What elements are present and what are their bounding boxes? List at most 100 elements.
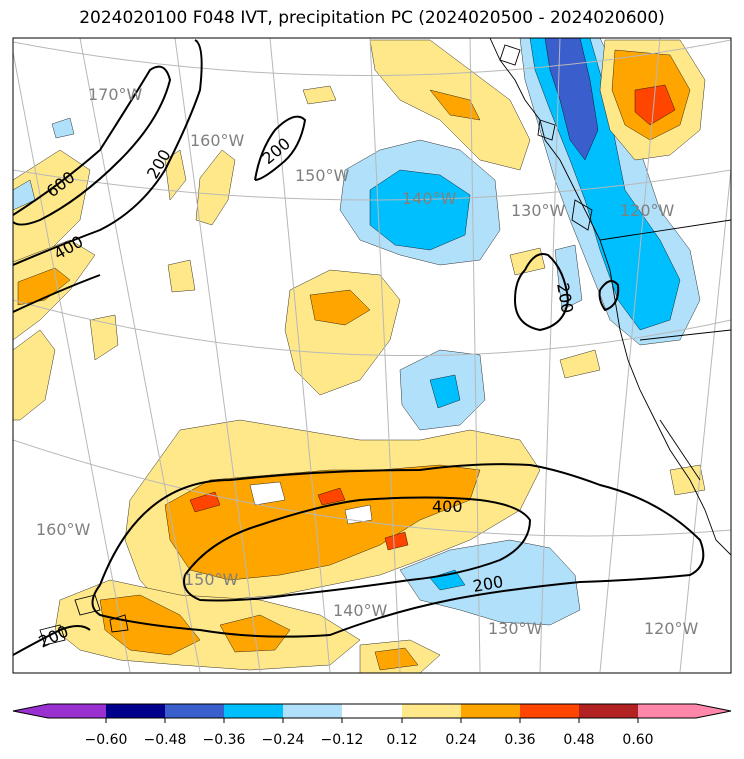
precip-negative-region <box>51 117 75 139</box>
coastline <box>39 38 731 646</box>
precip-positive-region <box>317 487 346 506</box>
contour-label: 400 <box>432 497 463 516</box>
parallel-line <box>13 299 731 357</box>
colorbar-extend-high <box>696 704 731 718</box>
meridian-line <box>13 51 131 673</box>
meridian-line <box>539 38 561 673</box>
ivt-contour-400-south <box>183 496 532 602</box>
island-path <box>74 594 101 616</box>
lon-label-160w-upper: 160°W <box>190 131 245 150</box>
parallel-line <box>13 439 731 537</box>
precip-positive-region <box>429 89 481 121</box>
lon-label-150w-upper: 150°W <box>295 166 350 185</box>
colorbar-tick-label: −0.24 <box>262 732 305 748</box>
island-path <box>571 199 593 231</box>
ivt-contour-200-coast <box>513 253 570 332</box>
colorbar-tick-label: −0.36 <box>203 732 246 748</box>
ivt-contour-coast-loop <box>598 280 620 312</box>
lon-label-150w-lower: 150°W <box>184 570 239 589</box>
colorbar-tick-label: 0.60 <box>622 732 653 748</box>
precip-negative-region <box>429 569 466 591</box>
colorbar-segment <box>638 704 696 718</box>
colorbar-tick-label: −0.60 <box>85 732 128 748</box>
precip-positive-region <box>89 314 119 361</box>
colorbar-segment <box>48 704 106 718</box>
precip-positive-region <box>384 531 409 551</box>
colorbar-segment <box>461 704 520 718</box>
precip-positive-region <box>164 149 187 201</box>
colorbar-extend-low <box>13 704 48 718</box>
colorbar-segment <box>283 704 342 718</box>
graticule <box>13 38 731 673</box>
precip-positive-region <box>669 464 706 496</box>
border-path <box>599 219 731 241</box>
precip-positive-region <box>559 349 601 379</box>
lon-label-170w-upper: 170°W <box>88 85 143 104</box>
island-path <box>39 624 66 646</box>
precip-fill-layer <box>13 38 706 673</box>
island-path <box>499 44 521 66</box>
precip-negative-region <box>249 481 286 506</box>
precip-negative-region <box>429 374 461 409</box>
island-path <box>109 614 129 633</box>
precip-negative-region <box>554 244 583 311</box>
ivt-contour-200-topleft <box>254 115 307 181</box>
precip-positive-region <box>302 85 337 105</box>
island-path <box>537 119 556 141</box>
map-title: 2024020100 F048 IVT, precipitation PC (2… <box>79 8 665 28</box>
colorbar: −0.60 −0.48 −0.36 −0.24 −0.12 0.12 0.24 … <box>12 703 732 748</box>
precip-negative-region <box>399 539 581 626</box>
colorbar-segment <box>520 704 579 718</box>
colorbar-segment <box>224 704 283 718</box>
colorbar-ticks <box>105 718 639 723</box>
meridian-line <box>79 38 201 673</box>
precip-positive-region <box>634 84 676 126</box>
ivt-contour-400 <box>13 39 203 266</box>
precip-positive-region <box>189 491 221 513</box>
meridian-line <box>679 163 731 673</box>
precip-positive-region <box>13 329 56 421</box>
precip-positive-region <box>13 149 91 263</box>
colorbar-tick-label: 0.12 <box>386 732 417 748</box>
precip-positive-region <box>374 647 419 671</box>
precip-positive-region <box>167 259 196 293</box>
border-path <box>639 329 731 341</box>
ivt-contour-400-inner <box>13 274 101 313</box>
colorbar-outline <box>12 703 732 719</box>
ivt-contours <box>13 39 705 656</box>
colorbar-segment <box>106 704 165 718</box>
coastline-path <box>489 38 731 556</box>
parallel-line <box>13 169 731 201</box>
lon-label-140w-upper: 140°W <box>402 189 457 208</box>
precip-negative-region <box>544 38 599 161</box>
colorbar-tick-label: −0.48 <box>144 732 187 748</box>
colorbar-segment <box>342 704 402 718</box>
precip-positive-region <box>509 247 546 276</box>
colorbar-segment <box>165 704 224 718</box>
meridian-line <box>599 38 661 673</box>
map-frame <box>12 37 732 674</box>
lon-label-120w-lower: 120°W <box>644 619 699 638</box>
ivt-contour-200-bottomleft <box>13 625 91 656</box>
precip-negative-region <box>369 169 471 251</box>
longitude-labels: 170°W 160°W 150°W 140°W 130°W 120°W 160°… <box>36 85 699 638</box>
border-path <box>659 419 701 481</box>
colorbar-segment <box>579 704 638 718</box>
lon-label-120w-upper: 120°W <box>620 201 675 220</box>
meridian-line <box>269 38 331 673</box>
lon-label-140w-lower: 140°W <box>333 601 388 620</box>
lon-label-160w-lower: 160°W <box>36 520 91 539</box>
parallel-line <box>13 39 731 76</box>
colorbar-tick-label: 0.24 <box>445 732 476 748</box>
ivt-contour-200-south <box>91 463 705 638</box>
lon-label-130w-lower: 130°W <box>488 619 543 638</box>
meridian-line <box>174 38 261 673</box>
colorbar-tick-label: 0.36 <box>504 732 535 748</box>
colorbar-tick-label: −0.12 <box>321 732 364 748</box>
precip-positive-region <box>195 149 236 226</box>
ivt-contour-600 <box>13 65 172 226</box>
colorbar-segment <box>402 704 461 718</box>
precip-positive-region <box>309 289 371 326</box>
colorbar-tick-label: 0.48 <box>563 732 594 748</box>
